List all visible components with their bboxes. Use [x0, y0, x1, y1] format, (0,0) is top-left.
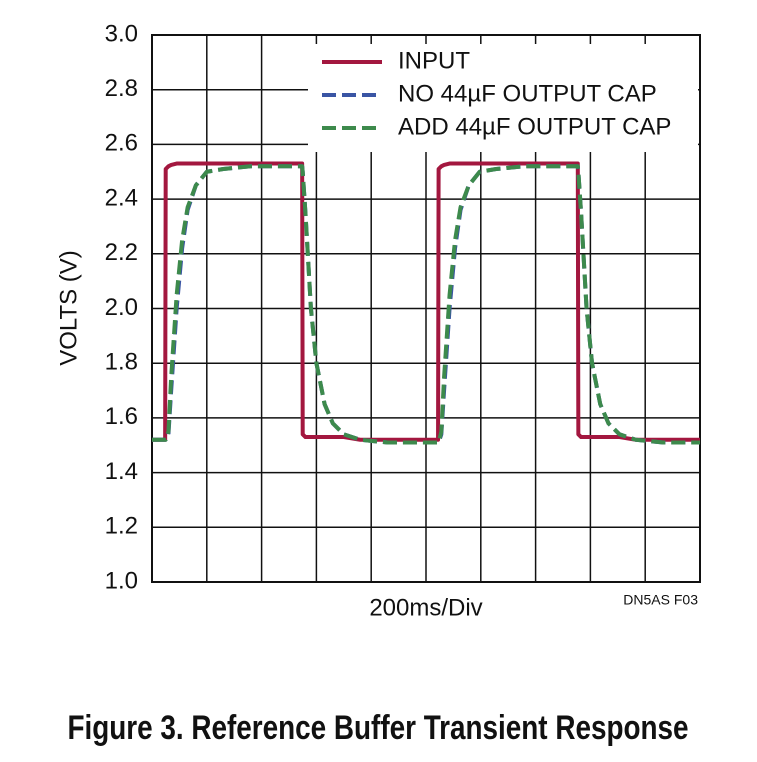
y-tick-label: 2.6 — [105, 130, 138, 157]
y-tick-label: 2.8 — [105, 75, 138, 102]
series-line — [152, 161, 700, 442]
y-tick-label: 1.2 — [105, 513, 138, 540]
series-line — [152, 164, 700, 445]
y-tick-label: 1.6 — [105, 403, 138, 430]
y-tick-label: 1.0 — [105, 567, 138, 594]
x-axis-label: 200ms/Div — [369, 594, 482, 621]
legend-label: INPUT — [398, 47, 470, 74]
y-tick-label: 1.8 — [105, 349, 138, 376]
y-tick-label: 2.2 — [105, 239, 138, 266]
annotation: DN5AS F03 — [623, 592, 698, 608]
legend-label: ADD 44µF OUTPUT CAP — [398, 113, 671, 140]
y-tick-label: 2.0 — [105, 294, 138, 321]
y-axis-label: VOLTS (V) — [55, 250, 82, 366]
plot-frame — [151, 34, 701, 583]
y-tick-label: 2.4 — [105, 184, 138, 211]
legend-label: NO 44µF OUTPUT CAP — [398, 80, 657, 107]
chart-title: Figure 3. Reference Buffer Transient Res… — [67, 708, 688, 746]
y-tick-label: 1.4 — [105, 458, 138, 485]
y-tick-label: 3.0 — [105, 20, 138, 47]
